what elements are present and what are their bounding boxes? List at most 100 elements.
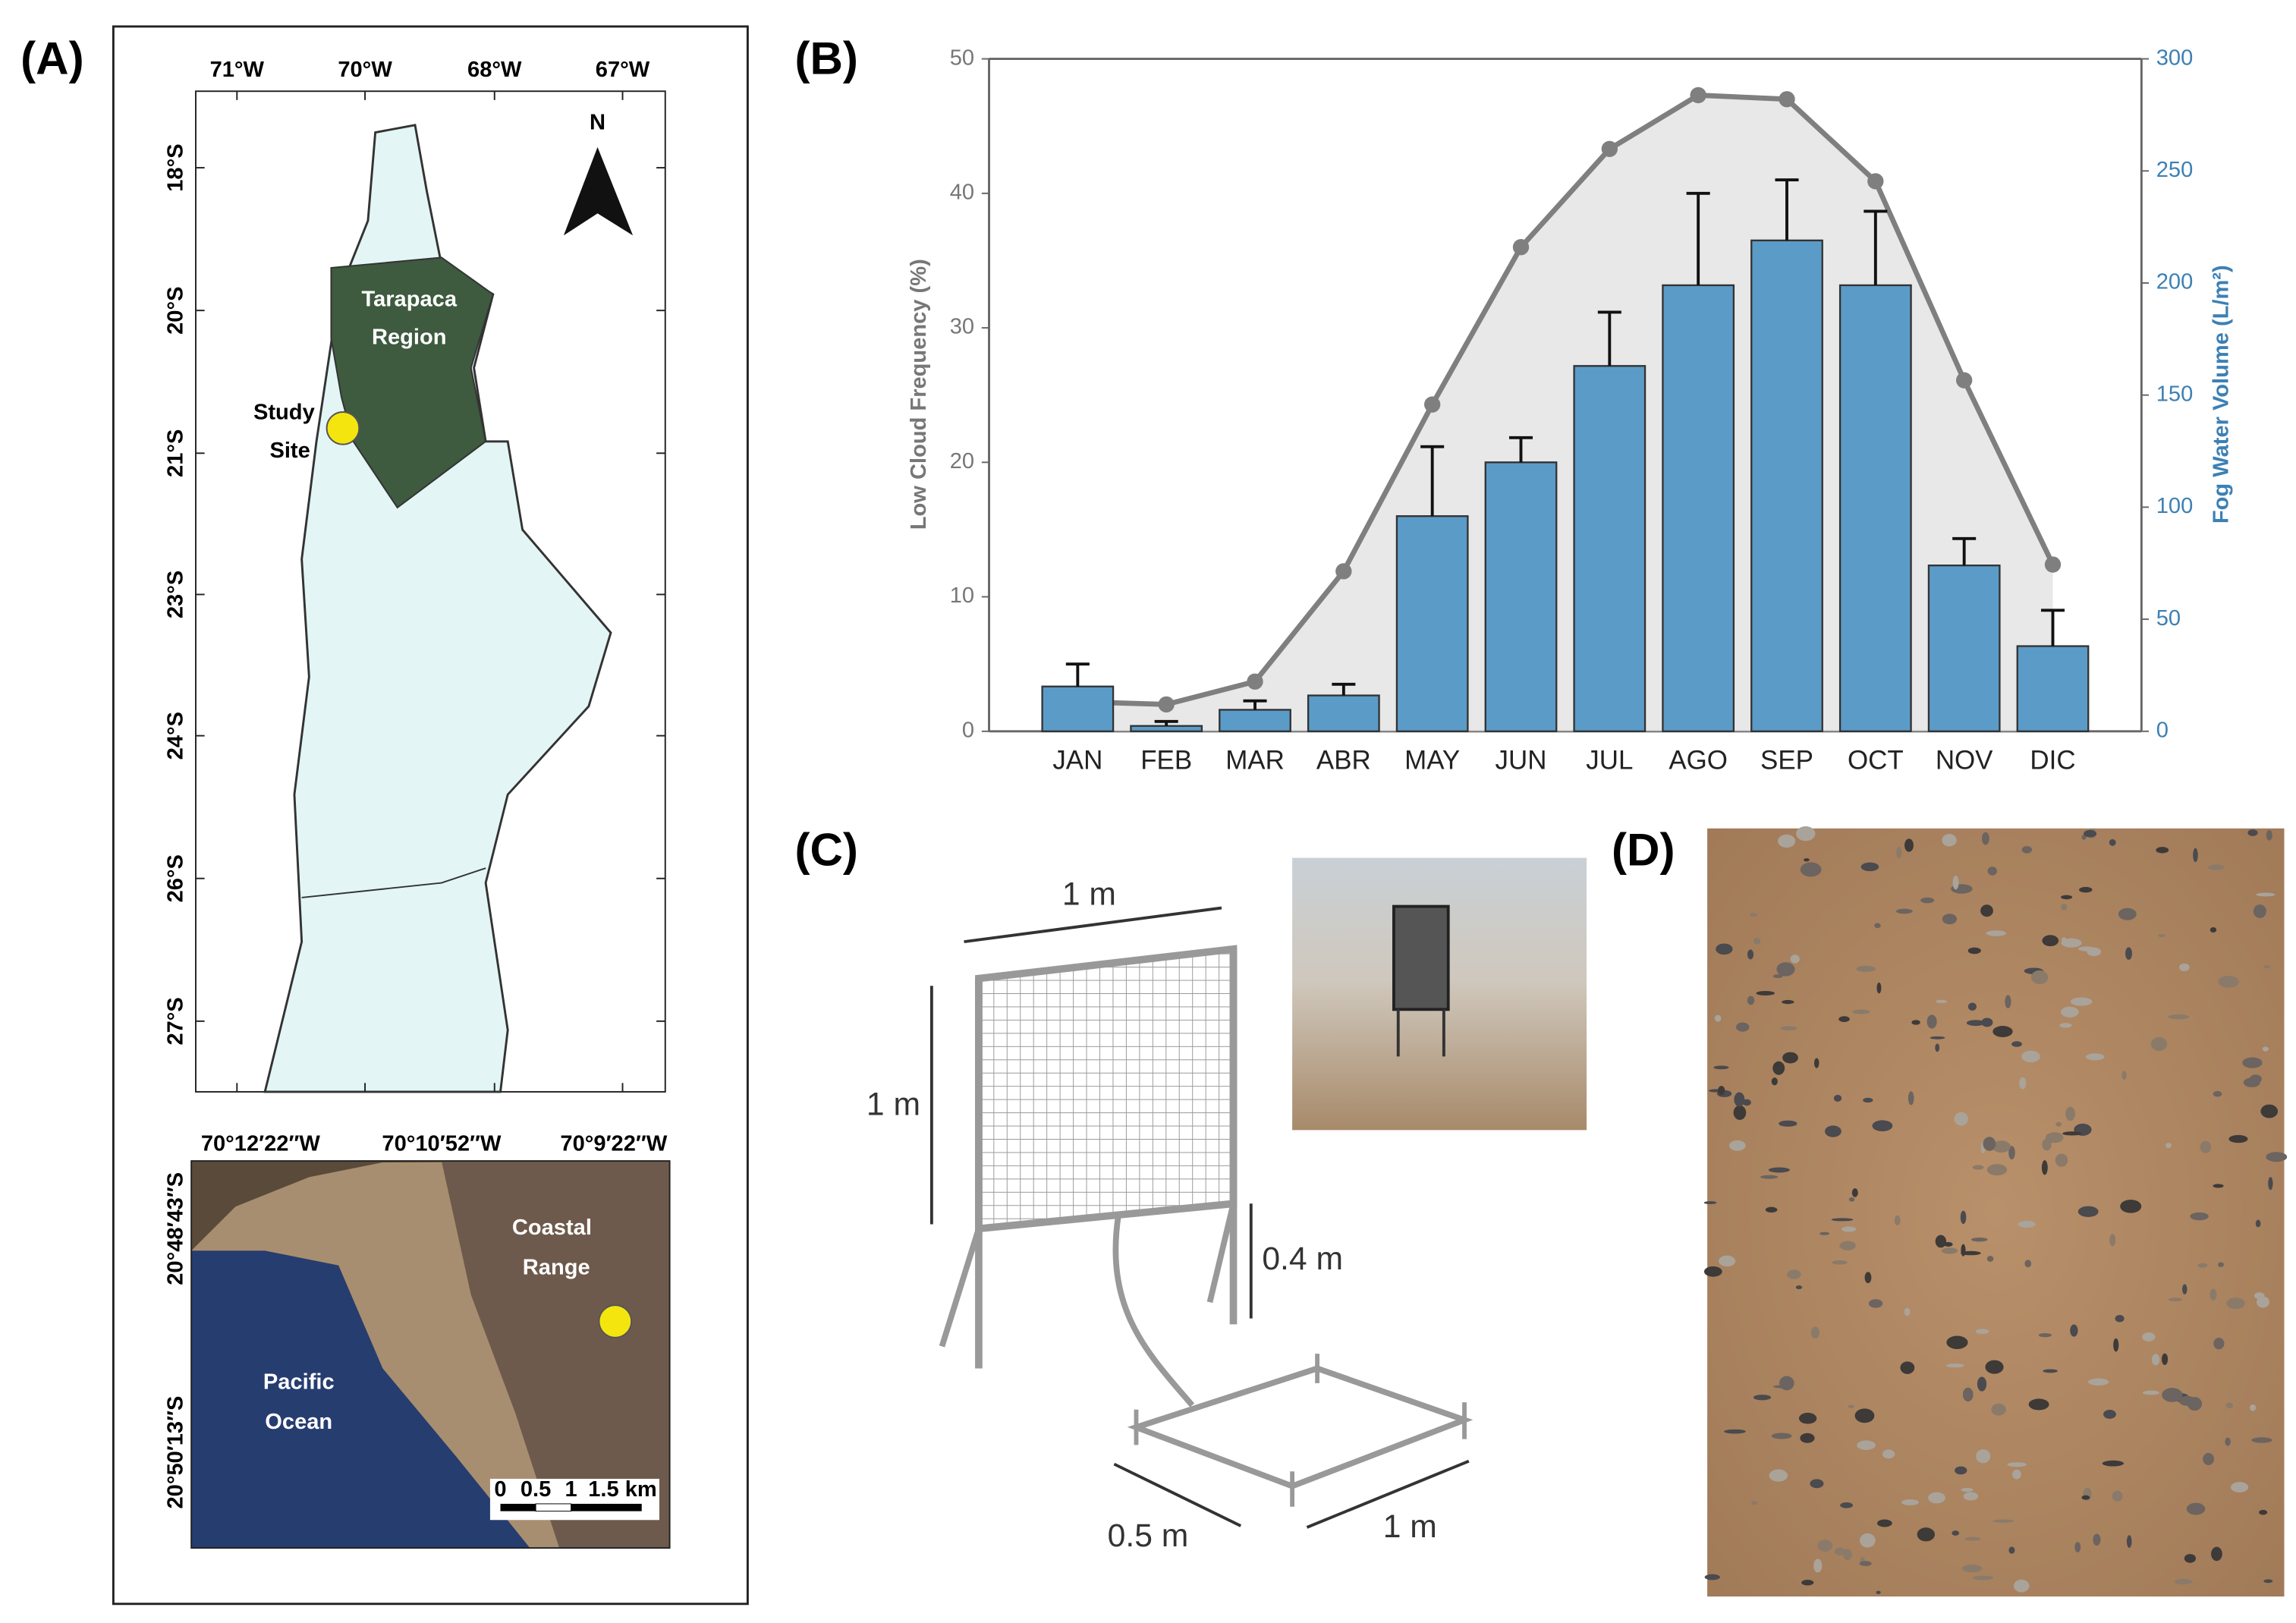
stone bbox=[1813, 1559, 1823, 1573]
stone bbox=[1825, 1125, 1842, 1137]
stone bbox=[2125, 947, 2132, 960]
stone bbox=[1975, 1329, 1989, 1335]
stone bbox=[2041, 1160, 2048, 1175]
stone bbox=[1800, 862, 1822, 877]
stone bbox=[1729, 1140, 1746, 1151]
stone bbox=[2255, 1219, 2261, 1228]
stone bbox=[1920, 897, 1935, 904]
stone bbox=[1839, 1241, 1856, 1250]
north-label: N bbox=[590, 111, 605, 135]
stone bbox=[1857, 1440, 1876, 1450]
lon-tick-label: 70°9′22″W bbox=[560, 1131, 667, 1156]
stone bbox=[1973, 1575, 1994, 1581]
stone bbox=[1935, 1043, 1940, 1052]
lon-tick-label: 70°10′52″W bbox=[382, 1131, 502, 1156]
stone bbox=[1874, 923, 1881, 929]
stone bbox=[1768, 1167, 1790, 1173]
stone bbox=[1943, 1241, 1953, 1247]
y2-tick-label: 200 bbox=[2156, 270, 2194, 294]
site-label: Study bbox=[253, 401, 316, 425]
y-tick-label: 10 bbox=[950, 583, 974, 608]
stone bbox=[1801, 1580, 1814, 1586]
stone bbox=[1987, 867, 1997, 876]
stone bbox=[1941, 1247, 1958, 1254]
scale-label: 1.5 km bbox=[588, 1477, 657, 1502]
y-tick-label: 50 bbox=[950, 46, 974, 70]
inset-box bbox=[190, 1160, 671, 1549]
stone bbox=[1930, 1036, 1945, 1040]
error-bar bbox=[1952, 536, 1977, 566]
stone bbox=[2079, 886, 2093, 893]
stone bbox=[1981, 1018, 1993, 1027]
stone bbox=[2218, 975, 2239, 988]
x-tick-label: JAN bbox=[1052, 746, 1102, 775]
stone bbox=[2162, 1388, 2183, 1402]
bar bbox=[1662, 284, 1735, 732]
stone bbox=[1751, 1501, 1757, 1505]
stone bbox=[2210, 1288, 2217, 1301]
stone bbox=[2093, 1533, 2101, 1546]
y2-axis-label: Fog Water Volume (L/m²) bbox=[2210, 265, 2234, 524]
stone bbox=[2061, 904, 2068, 911]
stone bbox=[2250, 1404, 2257, 1411]
lat-tick-label: 18°S bbox=[163, 143, 187, 191]
bar bbox=[2016, 645, 2090, 732]
stone bbox=[1813, 1058, 1820, 1068]
stone bbox=[2086, 1053, 2105, 1061]
stone bbox=[2142, 1332, 2156, 1341]
stone bbox=[1961, 1244, 1966, 1257]
stone bbox=[1868, 1299, 1883, 1308]
stone bbox=[1848, 1404, 1854, 1408]
y2-tick-label: 250 bbox=[2156, 158, 2194, 182]
stone bbox=[1736, 1022, 1750, 1032]
dimension-label: 0.4 m bbox=[1262, 1241, 1343, 1277]
stone bbox=[1952, 876, 1959, 890]
error-bar bbox=[1243, 699, 1267, 710]
stone bbox=[1756, 990, 1775, 996]
dimension-label: 0.5 m bbox=[1108, 1518, 1189, 1554]
stone bbox=[2197, 1263, 2208, 1268]
bar bbox=[1927, 565, 2001, 732]
stone bbox=[2024, 1260, 2032, 1268]
x-tick-label: DIC bbox=[2030, 746, 2075, 775]
stone bbox=[1779, 1376, 1794, 1391]
x-tick-label: ABR bbox=[1316, 746, 1371, 775]
stone bbox=[2213, 1184, 2224, 1188]
satellite-ocean bbox=[191, 1250, 530, 1549]
line-point bbox=[1424, 396, 1441, 413]
stone bbox=[2074, 1542, 2081, 1552]
stone bbox=[2112, 1490, 2123, 1502]
scale-label: 1 bbox=[565, 1477, 577, 1502]
x-tick-label: AGO bbox=[1669, 746, 1728, 775]
stone bbox=[2018, 1220, 2036, 1228]
line-point bbox=[1867, 173, 1884, 190]
region-label: Region bbox=[372, 326, 447, 350]
stone bbox=[2208, 864, 2225, 870]
stone bbox=[1901, 1499, 1920, 1505]
stone bbox=[1776, 962, 1795, 977]
stone bbox=[2213, 1090, 2222, 1097]
stone bbox=[1851, 1188, 1858, 1197]
stone bbox=[1769, 1469, 1788, 1482]
stone bbox=[1747, 996, 1755, 1005]
stone bbox=[1765, 1206, 1778, 1213]
stone bbox=[1980, 904, 1993, 917]
inset-label: Pacific bbox=[263, 1370, 335, 1395]
bar bbox=[1041, 685, 1115, 732]
stone bbox=[2019, 1077, 2027, 1090]
dimension-label: 1 m bbox=[867, 1087, 920, 1123]
stone bbox=[1960, 1250, 1981, 1256]
photo-collector bbox=[1392, 904, 1450, 1011]
stone bbox=[2150, 1036, 2168, 1052]
inset-label: Ocean bbox=[265, 1410, 332, 1434]
stone bbox=[1704, 1574, 1720, 1581]
panel-label: (D) bbox=[1612, 825, 1675, 876]
stone bbox=[1854, 1408, 1875, 1423]
stone bbox=[2156, 847, 2169, 854]
stone bbox=[1896, 846, 1902, 859]
map-frame bbox=[112, 25, 749, 1606]
scale-bar bbox=[571, 1503, 642, 1511]
stone bbox=[1991, 1403, 2006, 1416]
line-point bbox=[1335, 563, 1352, 580]
